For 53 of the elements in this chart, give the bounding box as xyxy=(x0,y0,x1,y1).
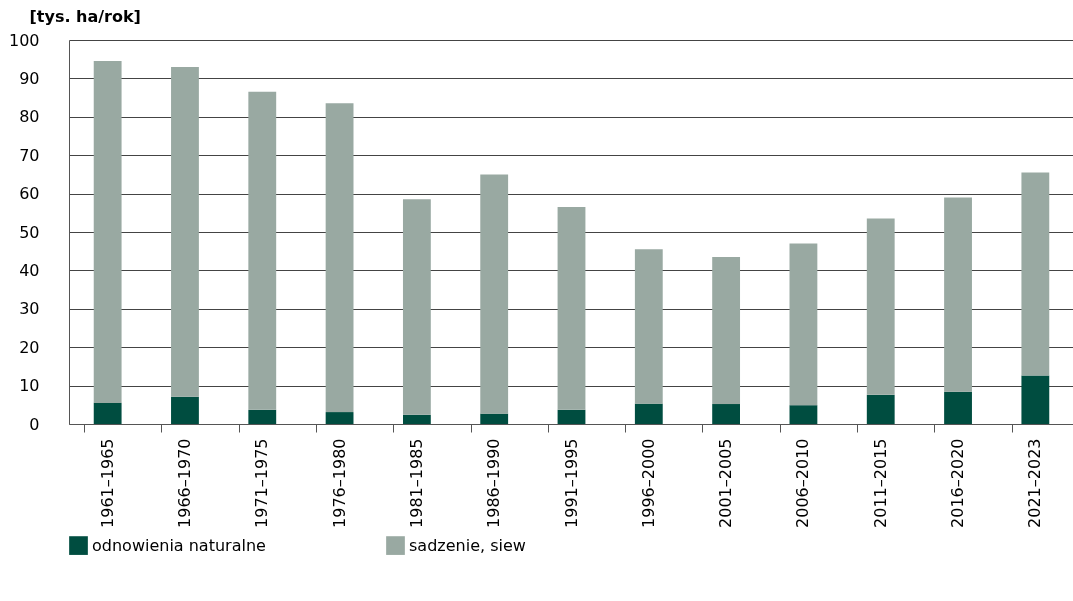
bar xyxy=(789,243,818,406)
bar xyxy=(480,413,509,424)
bar xyxy=(712,256,741,405)
bar xyxy=(93,402,122,424)
bar xyxy=(248,409,277,424)
y-tick-label: 70 xyxy=(19,145,40,165)
y-axis-title: [tys. ha/rok] xyxy=(29,6,141,26)
y-tick-label: 0 xyxy=(29,414,40,434)
bar xyxy=(789,405,818,424)
x-tick-label: 1991–1995 xyxy=(561,438,581,528)
bar xyxy=(325,412,354,424)
bar xyxy=(557,409,586,424)
x-tick-label: 1976–1980 xyxy=(329,438,349,528)
bar xyxy=(866,218,895,395)
bar xyxy=(171,66,199,397)
x-tick-label: 1971–1975 xyxy=(252,438,272,528)
bar xyxy=(402,199,431,415)
y-tick-label: 10 xyxy=(19,376,40,396)
x-tick-label: 1986–1990 xyxy=(484,438,504,528)
x-tick-label: 2021–2023 xyxy=(1025,438,1045,528)
x-tick-label: 2006–2010 xyxy=(793,438,813,528)
y-tick-label: 60 xyxy=(19,184,40,204)
y-tick-label: 90 xyxy=(19,68,40,88)
legend-label: odnowienia naturalne xyxy=(92,535,266,555)
x-tick-label: 2011–2015 xyxy=(870,438,890,528)
bar xyxy=(634,249,663,404)
x-tick-label: 1966–1970 xyxy=(174,438,194,528)
legend-label: sadzenie, siew xyxy=(409,535,526,555)
bar xyxy=(402,414,431,424)
bar xyxy=(944,197,972,392)
y-tick-label: 40 xyxy=(19,260,40,280)
x-tick-label: 1981–1985 xyxy=(406,438,426,528)
y-tick-label: 50 xyxy=(19,222,40,242)
bar xyxy=(557,207,586,410)
bar xyxy=(944,391,972,424)
bar xyxy=(1021,375,1050,424)
bar xyxy=(248,91,277,410)
x-tick-label: 2016–2020 xyxy=(948,438,968,528)
bar xyxy=(93,61,122,403)
x-tick-label: 2001–2005 xyxy=(716,438,736,528)
bar xyxy=(1021,172,1050,376)
bar xyxy=(712,404,741,424)
y-tick-label: 20 xyxy=(19,337,40,357)
bar xyxy=(866,394,895,424)
bar xyxy=(634,403,663,424)
y-tick-label: 100 xyxy=(8,30,40,50)
y-tick-label: 30 xyxy=(19,299,40,319)
bar xyxy=(171,396,199,424)
x-tick-label: 1961–1965 xyxy=(97,438,117,528)
bar xyxy=(325,103,354,413)
x-tick-label: 1996–2000 xyxy=(638,438,658,528)
bar xyxy=(480,174,509,414)
y-tick-label: 80 xyxy=(19,107,40,127)
